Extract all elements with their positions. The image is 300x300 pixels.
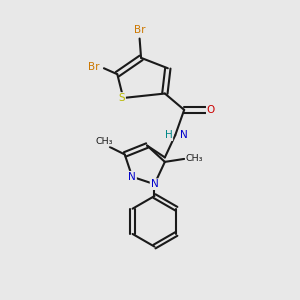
Text: CH₃: CH₃ <box>95 136 113 146</box>
Text: S: S <box>118 93 125 103</box>
Text: O: O <box>207 105 215 115</box>
Text: N: N <box>180 130 188 140</box>
Text: Br: Br <box>134 25 145 34</box>
Text: N: N <box>128 172 136 182</box>
Text: Br: Br <box>88 62 99 72</box>
Text: CH₃: CH₃ <box>186 154 203 164</box>
Text: N: N <box>151 179 158 189</box>
Text: H: H <box>164 130 172 140</box>
